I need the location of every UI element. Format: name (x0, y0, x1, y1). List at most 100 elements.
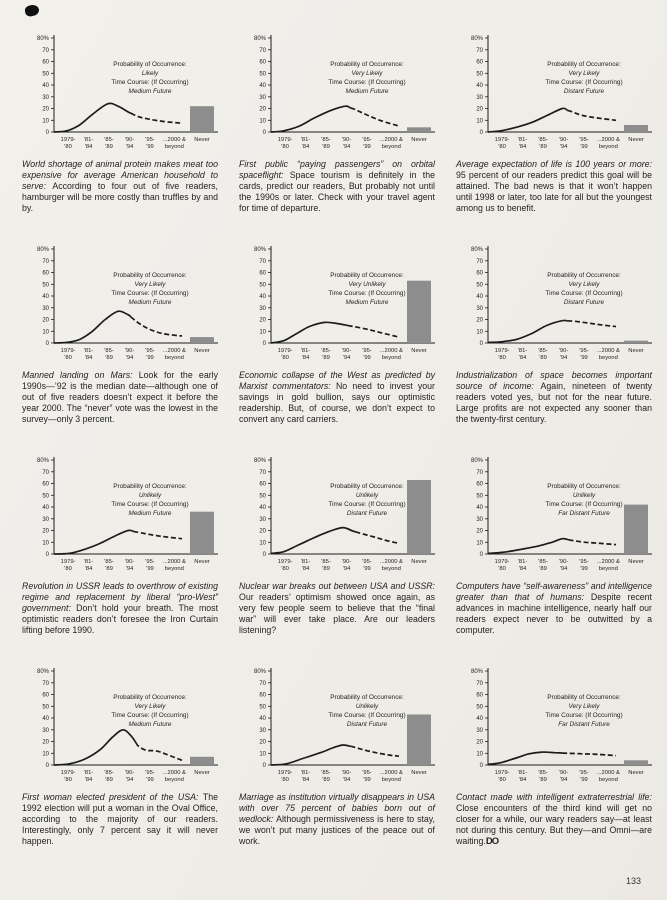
y-axis-label: 0 (480, 130, 484, 136)
x-axis-label: '85- (538, 770, 548, 776)
y-axis-label: 10 (259, 751, 266, 757)
x-axis-label: '84 (85, 355, 93, 361)
y-axis-label: 40 (476, 716, 483, 722)
page-number: 133 (625, 876, 641, 886)
x-axis-label: '80 (281, 355, 289, 361)
chart-caption: Manned landing on Mars: Look for the ear… (22, 370, 218, 425)
forecast-curve-solid (53, 728, 137, 766)
chart-caption: Industrialization of space becomes impor… (456, 370, 652, 425)
forecast-curve-dashed (568, 538, 617, 546)
y-axis-label: 20 (42, 529, 49, 535)
x-axis-label: '90- (125, 137, 135, 143)
x-axis-label: '80 (498, 355, 506, 361)
x-axis-label: beyond (165, 144, 184, 150)
never-label: Never (194, 348, 210, 354)
y-axis-label: 80% (471, 36, 484, 42)
x-axis-label: '90- (125, 770, 135, 776)
x-axis-label: '81- (301, 348, 311, 354)
chart-panel: 80% 70 60 50 40 30 20 10 0 1979- '80 '81- '84 '85- '89… (239, 659, 439, 870)
x-axis-label: '95- (579, 137, 589, 143)
y-axis-label: 20 (476, 318, 483, 324)
never-label: Never (628, 770, 644, 776)
x-axis-label: 1979- (278, 137, 293, 143)
x-axis-label: '85- (104, 559, 114, 565)
caption-body: Our readers’ optimism showed once again,… (239, 591, 435, 635)
chart-panel: 80% 70 60 50 40 30 20 10 0 1979- '80 '81- '84 '85- '89… (22, 26, 222, 237)
legend-probability-heading: Probability of Occurrence: (330, 61, 404, 68)
x-axis-label: '94 (126, 355, 134, 361)
legend-timecourse-value: Distant Future (347, 721, 388, 728)
legend-timecourse-value: Distant Future (564, 299, 605, 306)
y-axis-label: 60 (476, 60, 483, 66)
y-axis-label: 80% (37, 247, 50, 253)
x-axis-label: '81- (518, 137, 528, 143)
y-axis-label: 60 (259, 482, 266, 488)
caption-body: Space tourism is definitely in the cards… (239, 169, 435, 213)
caption-lead: Nuclear war breaks out between USA and U… (239, 581, 435, 591)
probability-chart: 80% 70 60 50 40 30 20 10 0 1979-'80 '81-'84 '85-'89… (37, 246, 218, 361)
x-axis-label: '94 (343, 777, 351, 783)
x-axis-label: '99 (580, 355, 588, 361)
caption-body: No need to invest your savings in gold b… (239, 380, 435, 424)
y-axis-label: 10 (259, 329, 266, 335)
x-axis-label: '85- (321, 348, 331, 354)
y-axis-label: 50 (476, 704, 483, 710)
y-axis-label: 80% (37, 669, 50, 675)
chart-caption: Computers have “self-awareness” and inte… (456, 581, 652, 636)
x-axis-label: beyond (599, 355, 618, 361)
x-axis-label: '95- (362, 348, 372, 354)
y-axis-label: 40 (259, 716, 266, 722)
x-axis-label: '89 (322, 144, 330, 150)
x-axis-label: '94 (560, 144, 568, 150)
y-axis-label: 30 (42, 517, 49, 523)
caption-body: Close encounters of the third kind will … (456, 802, 652, 846)
y-axis-label: 20 (476, 740, 483, 746)
x-axis-label: '80 (498, 566, 506, 572)
never-bar (407, 480, 431, 554)
x-axis-label: '89 (322, 355, 330, 361)
y-axis-label: 60 (476, 693, 483, 699)
y-axis-label: 0 (46, 130, 50, 136)
chart-panel: 80% 70 60 50 40 30 20 10 0 1979- '80 '81- '84 '85- '89… (456, 237, 656, 448)
x-axis-label: beyond (165, 777, 184, 783)
forecast-curve-solid (487, 537, 569, 555)
x-axis-label: '81- (84, 348, 94, 354)
forecast-curve-solid (53, 529, 134, 555)
x-axis-label: '90- (559, 137, 569, 143)
caption-body: Don’t hold your breath. The most optimis… (22, 602, 219, 635)
never-bar (190, 756, 214, 765)
caption-body: The 1992 election will put a woman in th… (22, 792, 218, 846)
never-bar (624, 340, 648, 343)
forecast-curve-solid (487, 107, 568, 133)
y-axis-label: 60 (259, 271, 266, 277)
legend-timecourse-value: Medium Future (129, 721, 172, 728)
forecast-curve-dashed (567, 109, 617, 122)
legend-probability-value: Very Likely (568, 703, 600, 710)
y-axis-label: 80% (254, 247, 267, 253)
x-axis-label: '94 (343, 144, 351, 150)
legend-timecourse-value: Distant Future (564, 88, 605, 95)
x-axis-label: '99 (580, 566, 588, 572)
x-axis-label: '89 (322, 566, 330, 572)
y-axis-label: 0 (46, 763, 50, 769)
never-bar (624, 504, 648, 554)
x-axis-label: ...2000 & (163, 348, 186, 354)
y-axis-label: 0 (480, 552, 484, 558)
y-axis-label: 40 (42, 83, 49, 89)
legend-probability-heading: Probability of Occurrence: (330, 272, 404, 279)
x-axis-label: '80 (281, 566, 289, 572)
x-axis-label: '90- (125, 559, 135, 565)
x-axis-label: '89 (539, 777, 547, 783)
legend-timecourse-heading: Time Course: (If Occurring) (328, 79, 405, 86)
x-axis-label: '99 (363, 777, 371, 783)
x-axis-label: '99 (146, 144, 154, 150)
never-label: Never (411, 559, 427, 565)
forecast-curve-solid (270, 321, 348, 344)
y-axis-label: 70 (259, 259, 266, 265)
legend-timecourse-heading: Time Course: (If Occurring) (545, 79, 622, 86)
legend-timecourse-value: Far Distant Future (558, 721, 610, 728)
x-axis-label: 1979- (495, 770, 510, 776)
caption-lead: Industrialization of space becomes impor… (456, 370, 652, 391)
probability-chart: 80% 70 60 50 40 30 20 10 0 1979-'80 '81-'84 '85-'89… (254, 35, 435, 150)
legend-probability-heading: Probability of Occurrence: (113, 61, 187, 68)
